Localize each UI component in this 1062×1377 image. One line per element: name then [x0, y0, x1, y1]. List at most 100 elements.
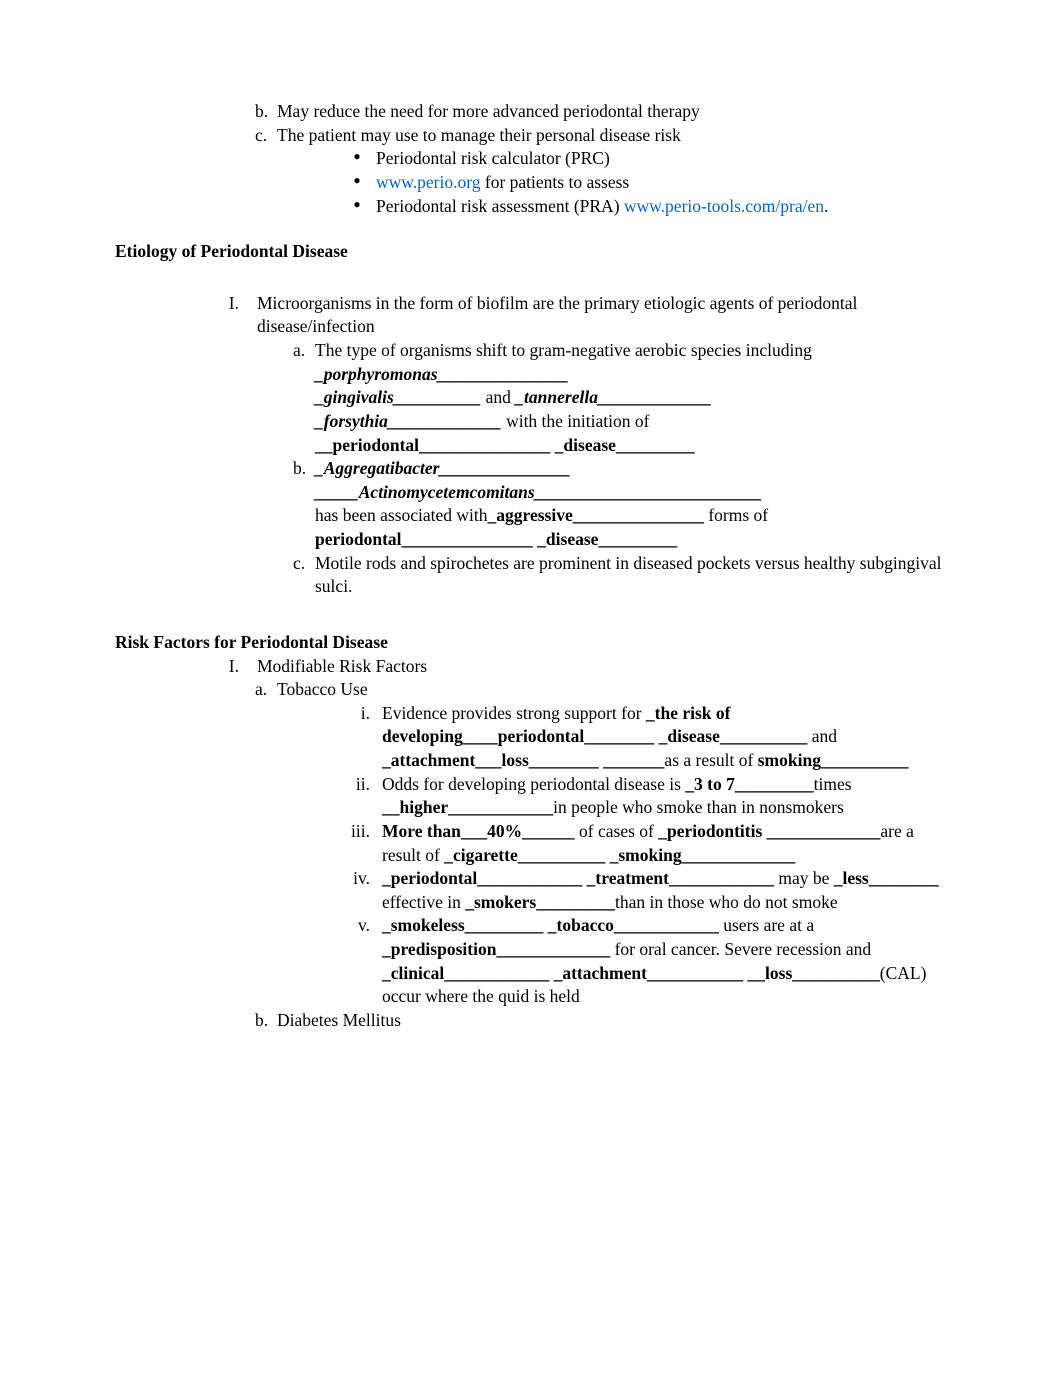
text-c: The patient may use to manage their pers… [277, 124, 947, 148]
text: Evidence provides strong support for [382, 703, 646, 723]
text-I2: Modifiable Risk Factors [257, 655, 947, 679]
text-b: May reduce the need for more advanced pe… [277, 100, 947, 124]
list-item-Ic: c. Motile rods and spirochetes are promi… [293, 552, 947, 599]
blank: _tobacco____________ [543, 915, 718, 935]
text: has been associated with [315, 505, 488, 525]
link-perio-org[interactable]: www.perio.org [376, 172, 481, 192]
list-item-Ia: a. The type of organisms shift to gram-n… [293, 339, 947, 457]
blank: _less________ [834, 868, 939, 888]
bullet-after: for patients to assess [481, 172, 630, 192]
blank: _clinical____________ _attachment_______… [382, 963, 880, 983]
text-Ic: Motile rods and spirochetes are prominen… [315, 552, 947, 599]
blank: _predisposition_____________ [382, 939, 610, 959]
blank: _porphyromonas_______________ [315, 364, 569, 384]
blank: __higher____________ [382, 797, 553, 817]
text: effective in [382, 892, 465, 912]
heading-risk-factors: Risk Factors for Periodontal Disease [115, 631, 947, 655]
text: users are at a [719, 915, 814, 935]
bullet-text: Periodontal risk calculator (PRC) [376, 147, 610, 171]
marker-Ib: b. [293, 457, 315, 481]
text-v: _smokeless_________ _tobacco____________… [382, 914, 947, 1009]
roman-I-2: I. Modifiable Risk Factors [205, 655, 947, 679]
bullet-item: • Periodontal risk assessment (PRA) www.… [350, 195, 947, 219]
list-item-iii: iii. More than___40%______ of cases of _… [340, 820, 947, 867]
marker-ii: ii. [340, 773, 370, 797]
blank: _attachment___loss________ _______ [382, 750, 664, 770]
text-i: Evidence provides strong support for _th… [382, 702, 947, 773]
text: than in those who do not smoke [615, 892, 838, 912]
text: times [814, 774, 852, 794]
text-iv: _periodontal____________ _treatment_____… [382, 867, 947, 914]
marker-b: b. [255, 100, 277, 124]
list-item-a2: a. Tobacco Use [255, 678, 947, 702]
list-item-Ib: b. _Aggregatibacter_______________ _____… [293, 457, 947, 552]
list-item-v: v. _smokeless_________ _tobacco_________… [340, 914, 947, 1009]
blank: More than___40%______ [382, 821, 575, 841]
list-item-iv: iv. _periodontal____________ _treatment_… [340, 867, 947, 914]
blank: smoking__________ [758, 750, 909, 770]
text-b2: Diabetes Mellitus [277, 1009, 947, 1033]
text: with the initiation of [502, 411, 650, 431]
roman-I: I. Microorganisms in the form of biofilm… [205, 292, 947, 339]
text: Odds for developing periodontal disease … [382, 774, 685, 794]
bullet-pre: Periodontal risk assessment (PRA) [376, 196, 624, 216]
bullet-item: • www.perio.org for patients to assess [350, 171, 947, 195]
link-perio-tools[interactable]: www.perio-tools.com/pra/en [624, 196, 824, 216]
bullet-icon: • [350, 171, 364, 191]
blank: _smokeless_________ [382, 915, 543, 935]
blank: __periodontal_______________ [315, 435, 550, 455]
blank: _treatment____________ [582, 868, 774, 888]
text-ii: Odds for developing periodontal disease … [382, 773, 947, 820]
marker-I2: I. [205, 655, 239, 679]
text-a2: Tobacco Use [277, 678, 947, 702]
text: as a result of [664, 750, 757, 770]
blank: _cigarette__________ _smoking___________… [444, 845, 795, 865]
blank: _periodontitis _____________ [658, 821, 880, 841]
text: and [807, 726, 837, 746]
bullet-group-c: • Periodontal risk calculator (PRC) • ww… [350, 147, 947, 218]
marker-iv: iv. [340, 867, 370, 891]
text: may be [774, 868, 834, 888]
bullet-item: • Periodontal risk calculator (PRC) [350, 147, 947, 171]
blank: periodontal_______________ [315, 529, 533, 549]
marker-I: I. [205, 292, 239, 316]
blank: _disease_________ [550, 435, 694, 455]
blank: _disease_________ [533, 529, 677, 549]
text: for oral cancer. Severe recession and [610, 939, 871, 959]
blank: _3 to 7_________ [685, 774, 813, 794]
marker-v: v. [340, 914, 370, 938]
text: of cases of [575, 821, 659, 841]
marker-c: c. [255, 124, 277, 148]
marker-i: i. [340, 702, 370, 726]
text: The type of organisms shift to gram-nega… [315, 340, 812, 360]
blank: _periodontal____________ [382, 868, 582, 888]
text-Ia: The type of organisms shift to gram-nega… [315, 339, 947, 457]
marker-iii: iii. [340, 820, 370, 844]
blank: _____Actinomycetemcomitans______________… [315, 482, 762, 502]
list-item-i: i. Evidence provides strong support for … [340, 702, 947, 773]
marker-Ic: c. [293, 552, 315, 576]
list-item-b2: b. Diabetes Mellitus [255, 1009, 947, 1033]
list-item-b: b. May reduce the need for more advanced… [255, 100, 947, 124]
marker-b2: b. [255, 1009, 277, 1033]
blank: _smokers_________ [465, 892, 615, 912]
bullet-icon: • [350, 195, 364, 215]
blank: _gingivalis__________ [315, 387, 481, 407]
text: forms of [704, 505, 768, 525]
bullet-text: Periodontal risk assessment (PRA) www.pe… [376, 195, 828, 219]
text: and [481, 387, 515, 407]
bullet-post: . [824, 196, 828, 216]
blank: _aggressive_______________ [488, 505, 704, 525]
blank: _forsythia_____________ [315, 411, 502, 431]
text-iii: More than___40%______ of cases of _perio… [382, 820, 947, 867]
text: in people who smoke than in nonsmokers [553, 797, 844, 817]
list-item-ii: ii. Odds for developing periodontal dise… [340, 773, 947, 820]
marker-a2: a. [255, 678, 277, 702]
heading-etiology: Etiology of Periodontal Disease [115, 240, 947, 264]
text-I: Microorganisms in the form of biofilm ar… [257, 292, 947, 339]
text-Ib: _Aggregatibacter_______________ _____Act… [315, 457, 947, 552]
marker-Ia: a. [293, 339, 315, 363]
bullet-text: www.perio.org for patients to assess [376, 171, 629, 195]
bullet-icon: • [350, 147, 364, 167]
blank: _Aggregatibacter_______________ [315, 458, 571, 478]
